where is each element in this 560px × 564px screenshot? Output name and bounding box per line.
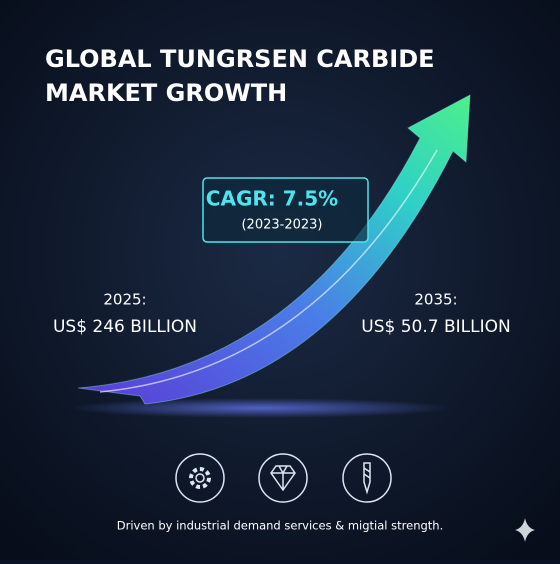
title-line: GLOBAL TUNGRSEN CARBIDE: [45, 45, 435, 73]
footer-note: Driven by industrial demand services & m…: [117, 519, 443, 533]
sparkle-icon: [515, 518, 535, 542]
icon-circle: [342, 453, 392, 503]
gear-icon: [189, 467, 211, 489]
drill-icon: [363, 462, 371, 495]
start-value: US$ 246 BILLION: [53, 317, 197, 337]
end-value: US$ 50.7 BILLION: [361, 317, 510, 337]
cagr-label: CAGR: 7.5%: [206, 187, 338, 211]
growth-arrow: [77, 94, 471, 405]
gear-hub: [195, 473, 205, 483]
start-year: 2025:: [103, 291, 146, 309]
cagr-period: (2023-2023): [241, 218, 322, 233]
icon-circle: [258, 453, 308, 503]
end-year: 2035:: [414, 291, 457, 309]
icon-row: [175, 453, 392, 503]
arrow-glow: [70, 398, 450, 418]
cagr-box: [202, 177, 369, 243]
title-line: MARKET GROWTH: [45, 79, 287, 107]
arrow-highlight: [99, 149, 438, 393]
icon-circle: [175, 453, 225, 503]
diamond-icon: [270, 465, 296, 492]
